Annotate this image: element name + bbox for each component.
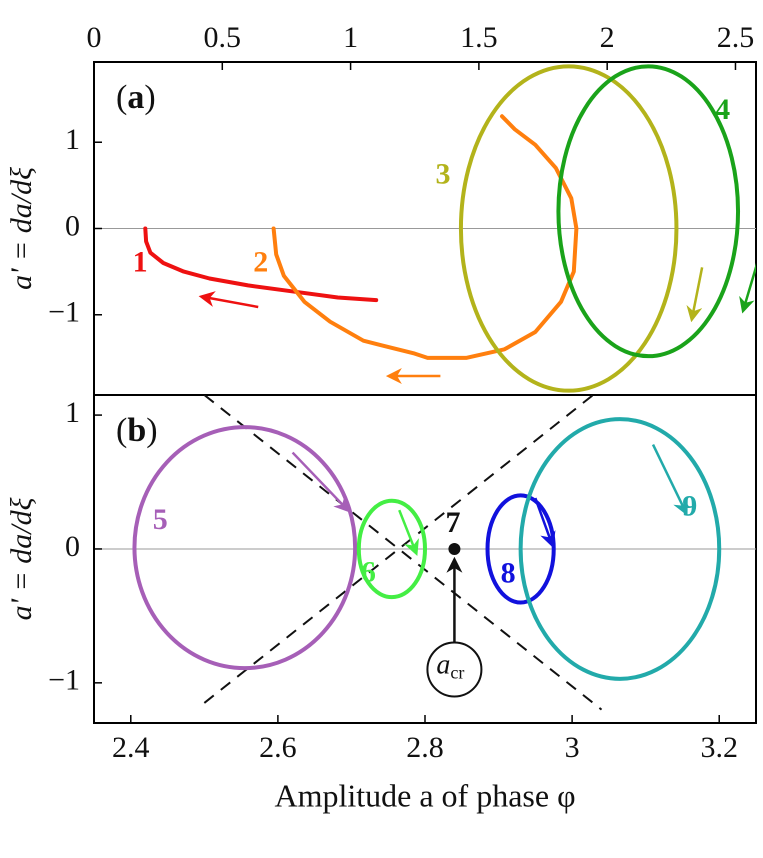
y-tick-label: 0: [65, 209, 80, 242]
x-axis-label: Amplitude a of phase φ: [274, 777, 575, 813]
series-4-label: 4: [715, 93, 730, 126]
x-tick-label: 2: [600, 21, 615, 54]
series-2-label: 2: [253, 246, 268, 279]
series-7-point: [448, 542, 461, 555]
x-tick-label: 0.5: [204, 21, 242, 54]
series-6-curve: [356, 498, 427, 600]
x-tick-label: 3: [565, 731, 580, 764]
panel-label: (a): [116, 79, 156, 116]
critical-amplitude-label: acr: [436, 650, 464, 683]
x-tick-label: 1.5: [460, 21, 498, 54]
series-7-label: 7: [445, 506, 460, 539]
series-5-arrow: [291, 451, 350, 513]
series-4-curve: [556, 64, 741, 359]
series-3-arrow: [686, 267, 704, 323]
series-1-curve: [143, 226, 379, 303]
series-5-label: 5: [153, 503, 168, 536]
series-6-arrow: [398, 509, 419, 556]
y-tick-label: 1: [65, 123, 80, 156]
x-tick-label: 2.4: [112, 731, 150, 764]
series-6-label: 6: [361, 555, 376, 588]
panel-1-plot-area: [143, 64, 756, 393]
separatrix-line: [203, 395, 603, 711]
panel-2-plot-area: [132, 395, 722, 711]
y-axis-label: a' = da/dξ: [5, 167, 38, 290]
x-tick-label: 2.6: [259, 731, 297, 764]
series-9-curve: [518, 417, 722, 681]
y-tick-label: 0: [65, 530, 80, 563]
y-tick-label: −1: [48, 664, 80, 697]
series-2-curve: [271, 114, 579, 360]
series-9-arrow: [651, 443, 688, 516]
critical-amplitude-circle: [426, 641, 483, 698]
x-tick-label: 1: [343, 21, 358, 54]
series-3-curve: [458, 64, 679, 393]
separatrix-line: [203, 395, 595, 704]
x-tick-label: 2.8: [406, 731, 444, 764]
x-tick-label: 0: [87, 21, 102, 54]
series-8-curve: [485, 493, 556, 605]
series-4-arrow: [739, 262, 756, 314]
series-3-label: 3: [435, 158, 450, 191]
x-tick-label: 2.5: [717, 21, 755, 54]
series-1-arrow: [198, 291, 259, 309]
panel-label: (b): [116, 412, 158, 449]
series-9-label: 9: [682, 490, 697, 523]
series-8-label: 8: [501, 557, 516, 590]
y-tick-label: −1: [48, 296, 80, 329]
series-8-arrow: [534, 497, 556, 548]
x-tick-label: 3.2: [700, 731, 738, 764]
series-5-curve: [132, 425, 358, 671]
y-axis-label: a' = da/dξ: [5, 497, 38, 620]
series-1-label: 1: [133, 246, 148, 279]
y-tick-label: 1: [65, 396, 80, 429]
